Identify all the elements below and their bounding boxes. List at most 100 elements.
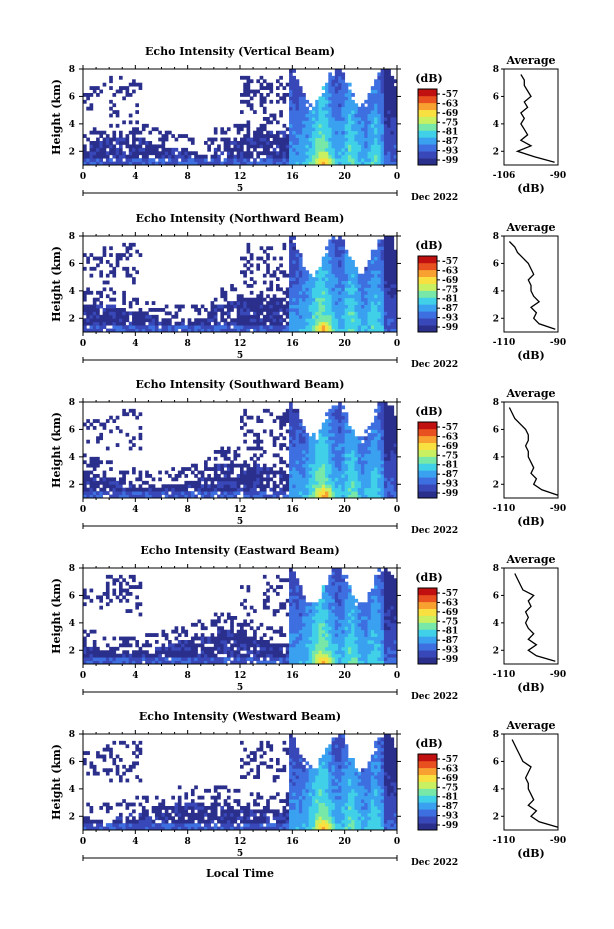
- heatmap-cell: [112, 328, 117, 333]
- heatmap-cell: [200, 161, 205, 166]
- heatmap-cell: [311, 151, 316, 156]
- heatmap-cell: [272, 588, 277, 593]
- heatmap-cell: [89, 266, 94, 271]
- heatmap-cell: [266, 93, 270, 97]
- heatmap-cell: [115, 328, 120, 333]
- heatmap-cell: [321, 426, 326, 430]
- heatmap-cell: [285, 650, 290, 655]
- heatmap-cell: [112, 308, 117, 312]
- heatmap-cell: [387, 474, 391, 478]
- heatmap-cell: [223, 290, 228, 295]
- heatmap-cell: [344, 260, 349, 264]
- heatmap-cell: [158, 161, 162, 166]
- heatmap-cell: [354, 277, 359, 281]
- heatmap-cell: [223, 474, 228, 478]
- heatmap-cell: [351, 147, 355, 152]
- heatmap-cell: [298, 294, 303, 299]
- heatmap-cell: [347, 137, 352, 142]
- heatmap-cell: [240, 653, 244, 658]
- heatmap-cell: [393, 99, 398, 104]
- heatmap-cell: [380, 96, 385, 101]
- heatmap-cell: [321, 443, 326, 447]
- heatmap-cell: [177, 154, 182, 159]
- heatmap-cell: [377, 426, 382, 430]
- heatmap-cell: [354, 273, 359, 278]
- heatmap-cell: [341, 328, 346, 333]
- heatmap-cell: [181, 470, 185, 475]
- heatmap-cell: [92, 158, 97, 162]
- heatmap-cell: [249, 605, 254, 610]
- heatmap-cell: [292, 82, 296, 87]
- heatmap-cell: [243, 263, 247, 268]
- heatmap-cell: [187, 650, 192, 655]
- heatmap-cell: [292, 650, 296, 655]
- heatmap-cell: [377, 412, 382, 417]
- heatmap-cell: [115, 147, 120, 152]
- heatmap-cell: [370, 113, 375, 118]
- heatmap-cell: [295, 260, 300, 264]
- heatmap-cell: [308, 453, 313, 458]
- heatmap-cell: [96, 93, 100, 97]
- heatmap-cell: [86, 158, 90, 162]
- heatmap-cell: [393, 321, 398, 326]
- heatmap-cell: [118, 592, 123, 596]
- heatmap-cell: [302, 325, 306, 329]
- heatmap-cell: [338, 491, 342, 495]
- heatmap-cell: [83, 588, 87, 593]
- heatmap-cell: [377, 419, 382, 423]
- heatmap-cell: [259, 474, 264, 478]
- colorbar-segment: [418, 283, 437, 291]
- heatmap-cell: [387, 75, 391, 80]
- heatmap-cell: [125, 325, 130, 329]
- heatmap-cell: [370, 439, 375, 444]
- heatmap-cell: [295, 263, 300, 268]
- heatmap-cell: [325, 297, 329, 302]
- heatmap-cell: [367, 487, 372, 492]
- heatmap-cell: [164, 321, 169, 326]
- heatmap-cell: [344, 494, 349, 499]
- heatmap-cell: [321, 287, 326, 292]
- heatmap-cell: [164, 318, 169, 323]
- heatmap-cell: [96, 321, 100, 326]
- heatmap-cell: [272, 321, 277, 326]
- heatmap-cell: [387, 436, 391, 441]
- heatmap-cell: [279, 314, 283, 319]
- heatmap-cell: [135, 110, 139, 114]
- heatmap-cell: [325, 127, 329, 132]
- heatmap-cell: [374, 436, 378, 441]
- heatmap-cell: [295, 467, 300, 471]
- heatmap-cell: [390, 484, 395, 489]
- heatmap-cell: [266, 494, 270, 499]
- heatmap-cell: [315, 99, 319, 104]
- heatmap-cell: [181, 646, 185, 651]
- heatmap-cell: [334, 242, 339, 247]
- heatmap-cell: [387, 280, 391, 285]
- heatmap-cell: [367, 99, 372, 104]
- heatmap-cell: [89, 154, 94, 159]
- heatmap-cell: [102, 311, 107, 316]
- heatmap-cell: [86, 633, 90, 637]
- heatmap-cell: [321, 117, 326, 121]
- heatmap-cell: [243, 646, 247, 651]
- heatmap-cell: [240, 99, 244, 104]
- heatmap-cell: [259, 477, 264, 482]
- heatmap-cell: [220, 151, 225, 156]
- heatmap-cell: [321, 284, 326, 288]
- heatmap-cell: [279, 477, 283, 482]
- heatmap-cell: [213, 130, 218, 135]
- heatmap-cell: [118, 494, 123, 499]
- heatmap-cell: [125, 328, 130, 333]
- heatmap-cell: [374, 314, 378, 319]
- heatmap-cell: [112, 304, 117, 309]
- heatmap-cell: [233, 287, 238, 292]
- heatmap-cell: [240, 308, 244, 312]
- heatmap-cell: [161, 657, 166, 661]
- heatmap-cell: [321, 266, 326, 271]
- heatmap-cell: [207, 494, 211, 499]
- heatmap-cell: [181, 151, 185, 156]
- heatmap-cell: [253, 158, 257, 162]
- heatmap-cell: [240, 470, 244, 475]
- heatmap-cell: [393, 314, 398, 319]
- heatmap-cell: [282, 443, 287, 447]
- heatmap-cell: [177, 494, 182, 499]
